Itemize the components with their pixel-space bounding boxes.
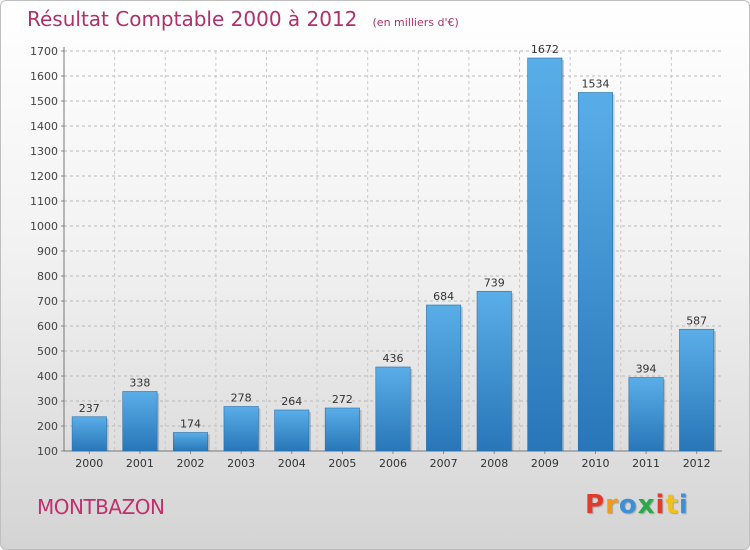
bar-value-label: 436	[383, 352, 404, 365]
logo-letter: t	[665, 490, 679, 520]
x-tick-label: 2012	[683, 457, 711, 470]
y-tick-label: 1500	[30, 95, 58, 108]
bar-value-label: 684	[433, 290, 454, 303]
bar	[577, 92, 613, 452]
bar	[375, 366, 411, 452]
logo-letter: i	[678, 490, 689, 520]
y-tick-label: 1200	[30, 170, 58, 183]
x-tick-label: 2005	[328, 457, 356, 470]
bar	[426, 304, 462, 452]
x-tick-label: 2007	[430, 457, 458, 470]
bar	[274, 409, 310, 452]
bar	[223, 406, 259, 452]
bar-value-label: 264	[281, 395, 302, 408]
y-tick-label: 900	[37, 245, 58, 258]
logo-letter: P	[585, 490, 606, 520]
x-tick-label: 2006	[379, 457, 407, 470]
y-tick-label: 1400	[30, 120, 58, 133]
bar-value-label: 739	[484, 276, 505, 289]
x-tick-label: 2003	[227, 457, 255, 470]
title-units: (en milliers d'€)	[372, 16, 459, 29]
bar-value-label: 278	[231, 392, 252, 405]
bar	[71, 416, 107, 452]
proxiti-logo: Proxiti	[585, 490, 689, 520]
title-text: Résultat Comptable 2000 à 2012	[27, 7, 358, 31]
x-tick-label: 2000	[75, 457, 103, 470]
bar	[122, 391, 158, 452]
bar-value-label: 272	[332, 393, 353, 406]
bar-value-label: 1534	[581, 78, 609, 91]
bar-value-label: 338	[129, 377, 150, 390]
x-tick-label: 2004	[278, 457, 306, 470]
y-tick-label: 300	[37, 395, 58, 408]
y-tick-label: 100	[37, 445, 58, 458]
bar	[173, 432, 209, 452]
bar-value-label: 1672	[531, 43, 559, 56]
bar-value-label: 587	[686, 314, 707, 327]
y-tick-label: 700	[37, 295, 58, 308]
bar	[679, 328, 715, 452]
y-tick-label: 1700	[30, 45, 58, 58]
bar-value-label: 394	[636, 363, 657, 376]
y-tick-label: 800	[37, 270, 58, 283]
y-tick-label: 200	[37, 420, 58, 433]
bar	[527, 57, 563, 452]
logo-letter: x	[637, 490, 656, 520]
x-tick-label: 2010	[581, 457, 609, 470]
x-tick-label: 2002	[177, 457, 205, 470]
bar-value-label: 237	[79, 402, 100, 415]
bar	[628, 377, 664, 452]
y-tick-label: 600	[37, 320, 58, 333]
x-tick-label: 2001	[126, 457, 154, 470]
bar	[324, 407, 360, 452]
x-tick-label: 2008	[480, 457, 508, 470]
y-tick-label: 500	[37, 345, 58, 358]
y-tick-label: 1600	[30, 70, 58, 83]
bar-value-label: 174	[180, 418, 201, 431]
chart-title: Résultat Comptable 2000 à 2012 (en milli…	[27, 7, 459, 31]
y-tick-label: 1300	[30, 145, 58, 158]
bar	[476, 290, 512, 452]
y-tick-label: 1000	[30, 220, 58, 233]
x-tick-label: 2011	[632, 457, 660, 470]
logo-letter: r	[605, 490, 619, 520]
logo-letter: o	[618, 490, 638, 520]
y-tick-label: 400	[37, 370, 58, 383]
logo-letter: i	[655, 490, 666, 520]
y-tick-label: 1100	[30, 195, 58, 208]
x-tick-label: 2009	[531, 457, 559, 470]
location-name: MONTBAZON	[37, 495, 165, 519]
